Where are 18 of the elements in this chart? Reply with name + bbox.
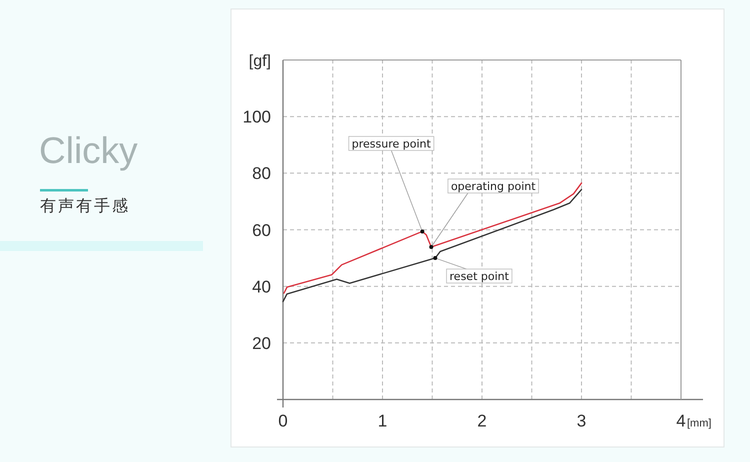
y-tick-label: 20 xyxy=(252,334,271,353)
x-tick-label: 1 xyxy=(378,412,388,430)
x-tick-label: 2 xyxy=(477,412,487,430)
x-tick-label: 0 xyxy=(278,412,288,430)
annotation: pressure point xyxy=(352,137,432,150)
y-tick-label: 40 xyxy=(252,277,271,296)
y-tick-label: 60 xyxy=(252,220,271,240)
y-axis-title: [gf] xyxy=(248,53,271,70)
text: 有声有手感 xyxy=(40,196,130,215)
annotation: operating point xyxy=(450,180,536,194)
y-tick-label: 100 xyxy=(242,108,271,127)
point xyxy=(433,256,438,260)
x-tick-label: 4 xyxy=(676,412,686,430)
annotation: reset point xyxy=(450,270,510,284)
x-tick-label: 3 xyxy=(576,412,586,430)
text: Clicky xyxy=(39,130,138,171)
x-axis-title: [mm] xyxy=(687,418,712,430)
y-tick-label: 80 xyxy=(252,164,271,184)
